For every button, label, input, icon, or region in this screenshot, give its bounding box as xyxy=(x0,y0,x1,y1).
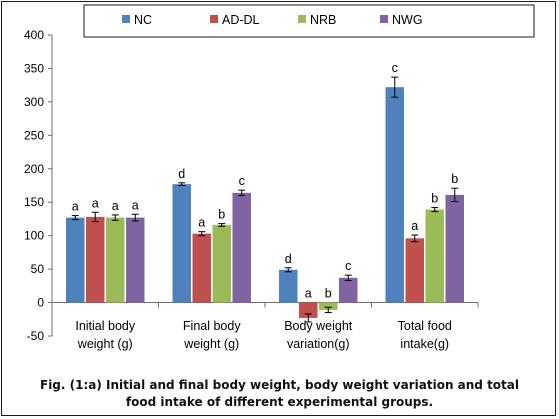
y-tick-label: -50 xyxy=(27,329,45,343)
y-tick-label: 400 xyxy=(24,28,44,42)
x-category-label: weight (g) xyxy=(77,337,133,351)
significance-letter: a xyxy=(198,216,205,230)
bar xyxy=(339,277,358,303)
bar xyxy=(405,238,424,303)
significance-letter: b xyxy=(218,208,225,222)
bar xyxy=(385,87,404,303)
bar xyxy=(106,217,125,303)
bar xyxy=(86,216,105,303)
x-category-label: weight (g) xyxy=(183,337,239,351)
significance-letter: b xyxy=(431,192,438,206)
significance-letter: b xyxy=(325,287,332,301)
x-category-label: intake(g) xyxy=(400,337,449,351)
axes: -50 0 50 100 150 200 250 300 350 400 Initial body w… xyxy=(24,28,479,351)
bar xyxy=(212,224,231,303)
x-category-label: variation(g) xyxy=(287,337,350,351)
legend-label: AD-DL xyxy=(222,13,260,27)
bar xyxy=(319,302,338,310)
significance-letter: a xyxy=(92,196,99,210)
y-tick-label: 150 xyxy=(24,195,44,209)
x-category-label: Initial body xyxy=(75,319,136,333)
bar xyxy=(192,233,211,303)
significance-letter: a xyxy=(305,287,312,301)
bar xyxy=(279,269,298,303)
y-tick-label: 100 xyxy=(24,229,44,243)
y-tick-label: 0 xyxy=(37,296,44,310)
y-tick-label: 300 xyxy=(24,95,44,109)
legend-swatch xyxy=(380,15,388,23)
y-tick-label: 200 xyxy=(24,162,44,176)
bar xyxy=(445,194,464,303)
significance-letter: b xyxy=(451,172,458,186)
x-category-label: Final body xyxy=(183,319,241,333)
significance-letter: c xyxy=(345,259,351,273)
legend-swatch xyxy=(298,15,306,23)
x-category-label: Body weight xyxy=(284,319,353,333)
legend-swatch xyxy=(210,15,218,23)
significance-letter: c xyxy=(239,174,245,188)
significance-letter: a xyxy=(112,199,119,213)
significance-letter: c xyxy=(392,61,398,75)
bar-chart: -50 0 50 100 150 200 250 300 350 400 Initial body w… xyxy=(24,4,535,351)
significance-letter: d xyxy=(178,167,185,181)
significance-letter: a xyxy=(132,198,139,212)
significance-letter: a xyxy=(411,219,418,233)
legend-swatch xyxy=(122,15,130,23)
bar xyxy=(299,302,318,318)
legend-label: NWG xyxy=(392,13,423,27)
legend-label: NRB xyxy=(310,13,336,27)
y-tick-label: 250 xyxy=(24,128,44,142)
bar xyxy=(66,217,85,303)
y-tick-label: 350 xyxy=(24,61,44,75)
legend-box xyxy=(83,4,535,38)
legend: NC AD-DL NRB NWG xyxy=(83,4,535,38)
x-category-label: Total food xyxy=(398,319,452,333)
bar xyxy=(172,184,191,303)
caption-line-2: food intake of different experimental gr… xyxy=(125,395,434,409)
significance-letter: d xyxy=(285,252,292,266)
bar xyxy=(425,209,444,303)
figure-caption: Fig. (1:a) Initial and final body weight… xyxy=(12,377,547,411)
significance-letter: a xyxy=(72,200,79,214)
caption-line-1: Fig. (1:a) Initial and final body weight… xyxy=(40,378,519,392)
y-tick-label: 50 xyxy=(31,262,45,276)
bar xyxy=(126,217,145,303)
legend-label: NC xyxy=(134,13,152,27)
bar xyxy=(232,192,251,303)
